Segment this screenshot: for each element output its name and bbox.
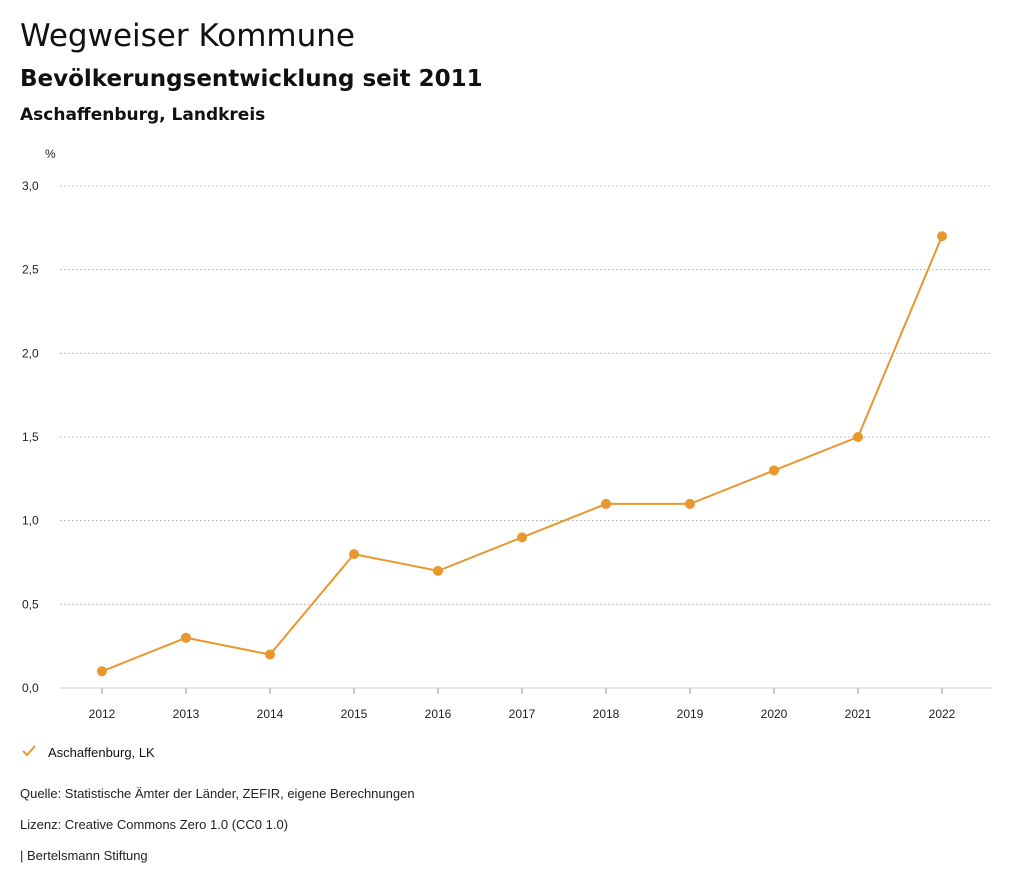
x-tick-label: 2019 [677,707,704,721]
x-tick-label: 2012 [89,707,116,721]
data-point [181,632,191,643]
x-tick-label: 2021 [845,707,872,721]
y-tick-label: 0,5 [22,597,39,611]
license-note: Lizenz: Creative Commons Zero 1.0 (CC0 1… [20,817,289,832]
x-tick-label: 2016 [425,707,452,721]
data-point [601,498,611,509]
y-axis-unit-label: % [45,147,56,161]
data-point [349,549,359,560]
data-point [265,649,275,660]
x-tick-label: 2013 [173,707,200,721]
data-point [937,231,947,242]
chart-subtitle: Bevölkerungsentwicklung seit 2011 [20,66,483,92]
data-point [433,565,443,576]
page-title: Wegweiser Kommune [20,18,355,54]
x-tick-label: 2015 [341,707,368,721]
y-tick-label: 1,5 [22,430,39,444]
check-icon [22,745,40,760]
x-tick-label: 2022 [929,707,956,721]
x-tick-label: 2014 [257,707,284,721]
y-tick-label: 0,0 [22,681,39,695]
publisher-note: | Bertelsmann Stiftung [20,848,148,863]
x-tick-label: 2020 [761,707,788,721]
data-point [517,532,527,543]
y-tick-label: 3,0 [22,179,39,193]
source-note: Quelle: Statistische Ämter der Länder, Z… [20,786,415,801]
data-point [769,465,779,476]
data-point [685,498,695,509]
region-name: Aschaffenburg, Landkreis [20,105,266,125]
legend-item[interactable]: Aschaffenburg, LK [22,745,155,760]
x-tick-label: 2018 [593,707,620,721]
x-tick-label: 2017 [509,707,536,721]
y-tick-label: 2,0 [22,346,39,360]
y-tick-label: 1,0 [22,514,39,528]
series-line [101,235,943,673]
legend-label: Aschaffenburg, LK [48,745,155,760]
data-point [97,666,107,677]
y-tick-label: 2,5 [22,263,39,277]
data-point [853,432,863,442]
